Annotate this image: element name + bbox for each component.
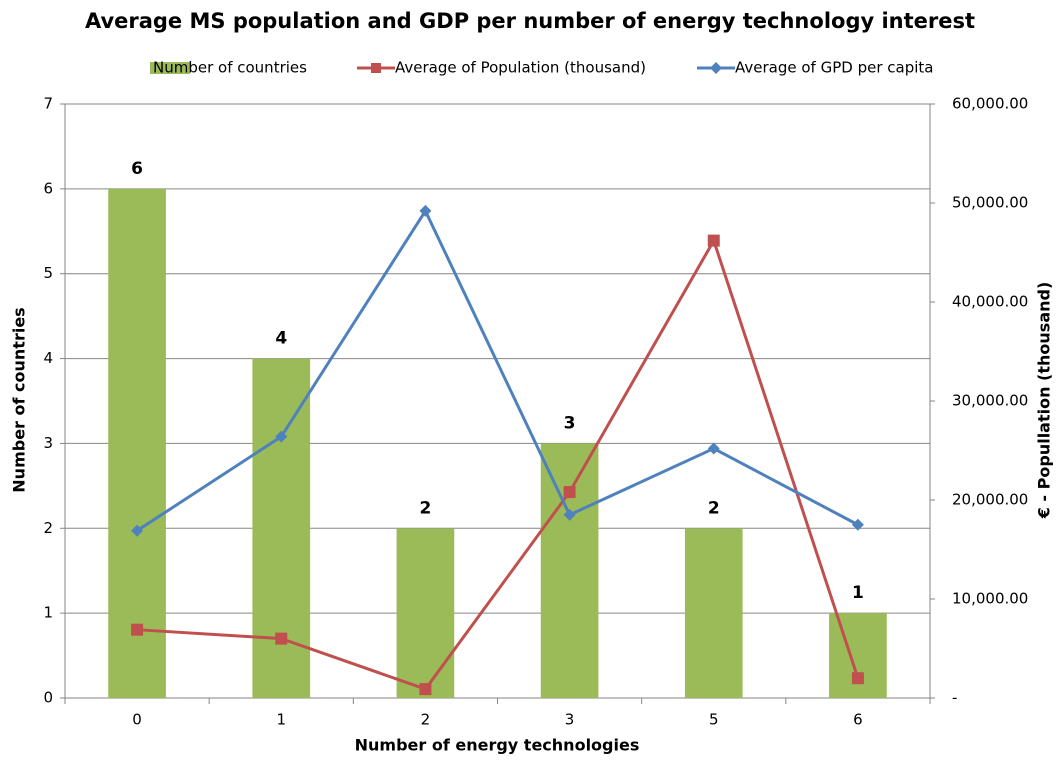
marker [419, 204, 432, 217]
data-label: 3 [564, 413, 576, 433]
x-tick-label: 5 [709, 711, 719, 729]
data-label: 1 [852, 583, 864, 603]
data-label: 6 [131, 159, 143, 179]
x-tick-label: 3 [565, 711, 575, 729]
marker [563, 508, 576, 521]
y2-axis-title: € - Popullation (thousand) [1035, 282, 1054, 520]
y2-tick-label: 40,000.00 [952, 293, 1028, 311]
y-tick-label: 5 [43, 264, 53, 282]
y2-tick-label: - [952, 689, 957, 707]
marker [275, 430, 288, 443]
y-tick-label: 3 [43, 434, 53, 452]
x-tick-label: 6 [853, 711, 863, 729]
legend-marker [710, 62, 722, 74]
y2-tick-label: 50,000.00 [952, 194, 1028, 212]
legend-label: Average of GPD per capita [735, 59, 933, 77]
line [136, 207, 859, 532]
x-tick-label: 1 [276, 711, 286, 729]
marker [707, 442, 720, 455]
marker [563, 486, 576, 499]
bar [540, 443, 599, 698]
y-tick-label: 7 [43, 95, 53, 113]
data-label: 2 [708, 498, 720, 518]
marker [131, 524, 144, 537]
marker [851, 672, 864, 685]
y2-tick-label: 30,000.00 [952, 392, 1028, 410]
y2-tick-label: 20,000.00 [952, 491, 1028, 509]
line [136, 236, 860, 691]
bar [829, 613, 887, 698]
marker [275, 632, 288, 645]
bar [396, 528, 455, 698]
x-axis-title: Number of energy technologies [355, 736, 640, 755]
data-label: 2 [419, 498, 431, 518]
x-tick-label: 0 [132, 711, 142, 729]
y-tick-label: 1 [43, 604, 53, 622]
x-tick-label: 2 [421, 711, 431, 729]
legend-marker [371, 63, 381, 73]
bar [108, 188, 166, 698]
y2-tick-label: 60,000.00 [952, 95, 1028, 113]
y-tick-label: 0 [43, 689, 53, 707]
y2-tick-label: 10,000.00 [952, 590, 1028, 608]
chart-title: Average MS population and GDP per number… [85, 9, 975, 33]
legend-swatch [150, 62, 190, 74]
data-label: 4 [275, 329, 287, 349]
y-tick-label: 4 [43, 349, 53, 367]
legend-label: Number of countries [153, 59, 307, 77]
marker [419, 683, 432, 696]
y-axis-title: Number of countries [10, 307, 29, 492]
marker [851, 518, 864, 531]
y-tick-label: 2 [43, 519, 53, 537]
marker [707, 234, 720, 247]
legend-label: Average of Population (thousand) [395, 59, 646, 77]
marker [131, 623, 144, 636]
y-tick-label: 6 [43, 179, 53, 197]
bar [684, 528, 743, 698]
